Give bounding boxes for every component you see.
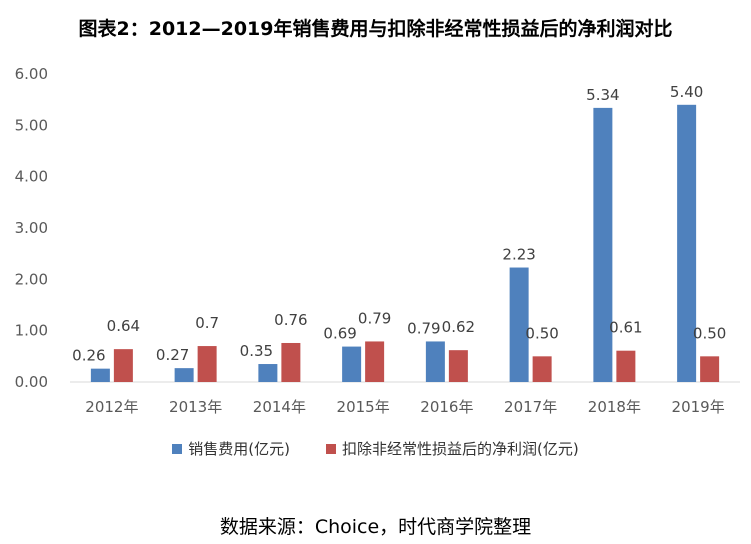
legend-swatch-sales-expense	[172, 443, 183, 454]
x-tick-label: 2015年	[337, 398, 390, 416]
data-label-sales-expense: 5.40	[670, 83, 703, 101]
bar-net-profit	[365, 341, 385, 382]
bar-net-profit	[113, 349, 133, 382]
x-axis-ticks: 2012年 2013年 2014年 2015年 2016年 2017年 2018年 2019年	[85, 398, 724, 416]
legend: 销售费用(亿元) 扣除非经常性损益后的净利润(亿元)	[0, 438, 751, 459]
bar-sales-expense	[258, 364, 278, 382]
y-tick-label: 5.00	[15, 116, 48, 134]
bar-net-profit	[448, 350, 468, 382]
data-label-sales-expense: 0.26	[72, 347, 105, 365]
y-tick-label: 0.00	[15, 373, 48, 391]
legend-swatch-net-profit	[326, 443, 336, 454]
y-tick-label: 3.00	[15, 219, 48, 237]
bar-sales-expense	[509, 267, 529, 382]
data-label-net-profit: 0.50	[693, 324, 726, 342]
data-label-sales-expense: 0.69	[323, 325, 356, 343]
data-label-net-profit: 0.50	[525, 324, 558, 342]
bar-net-profit	[281, 342, 301, 382]
legend-label-sales-expense: 销售费用(亿元)	[188, 440, 290, 458]
data-label-net-profit: 0.61	[609, 319, 642, 337]
x-tick-label: 2018年	[588, 398, 641, 416]
bars	[90, 104, 720, 383]
x-tick-label: 2014年	[253, 398, 306, 416]
x-tick-label: 2016年	[420, 398, 473, 416]
y-tick-label: 4.00	[15, 168, 48, 186]
y-tick-label: 2.00	[15, 270, 48, 288]
x-tick-label: 2013年	[169, 398, 222, 416]
data-label-sales-expense: 0.79	[407, 319, 440, 337]
bar-net-profit	[197, 346, 217, 382]
x-tick-label: 2017年	[504, 398, 557, 416]
source-note: 数据来源：Choice，时代商学院整理	[219, 516, 532, 538]
bar-net-profit	[700, 356, 720, 382]
bar-sales-expense	[342, 346, 362, 382]
data-label-net-profit: 0.62	[442, 318, 475, 336]
y-axis-ticks: 0.00 1.00 2.00 3.00 4.00 5.00 6.00	[15, 65, 48, 391]
bar-sales-expense	[593, 107, 613, 382]
chart-title: 图表2：2012—2019年销售费用与扣除非经常性损益后的净利润对比	[78, 18, 673, 40]
bar-net-profit	[616, 350, 636, 382]
bar-sales-expense	[425, 341, 445, 382]
legend-label-net-profit: 扣除非经常性损益后的净利润(亿元)	[342, 440, 579, 458]
legend-item-net-profit: 扣除非经常性损益后的净利润(亿元)	[326, 438, 579, 459]
data-label-net-profit: 0.64	[107, 317, 140, 335]
y-tick-label: 6.00	[15, 65, 48, 83]
data-label-sales-expense: 2.23	[502, 246, 535, 264]
y-tick-label: 1.00	[15, 322, 48, 340]
x-tick-label: 2019年	[672, 398, 725, 416]
legend-item-sales-expense: 销售费用(亿元)	[172, 438, 290, 459]
bar-net-profit	[532, 356, 552, 382]
data-label-sales-expense: 0.27	[156, 346, 189, 364]
bar-sales-expense	[174, 368, 194, 382]
bar-sales-expense	[90, 368, 110, 382]
bar-sales-expense	[677, 104, 697, 383]
data-label-net-profit: 0.76	[274, 311, 307, 329]
data-label-sales-expense: 0.35	[240, 342, 273, 360]
data-labels: 0.26 0.27 0.350.69 0.792.235.34 5.400.64 0.7 0…	[72, 83, 726, 365]
data-label-net-profit: 0.7	[195, 314, 219, 332]
x-tick-label: 2012年	[85, 398, 138, 416]
data-label-net-profit: 0.79	[358, 309, 391, 327]
data-label-sales-expense: 5.34	[586, 86, 619, 104]
